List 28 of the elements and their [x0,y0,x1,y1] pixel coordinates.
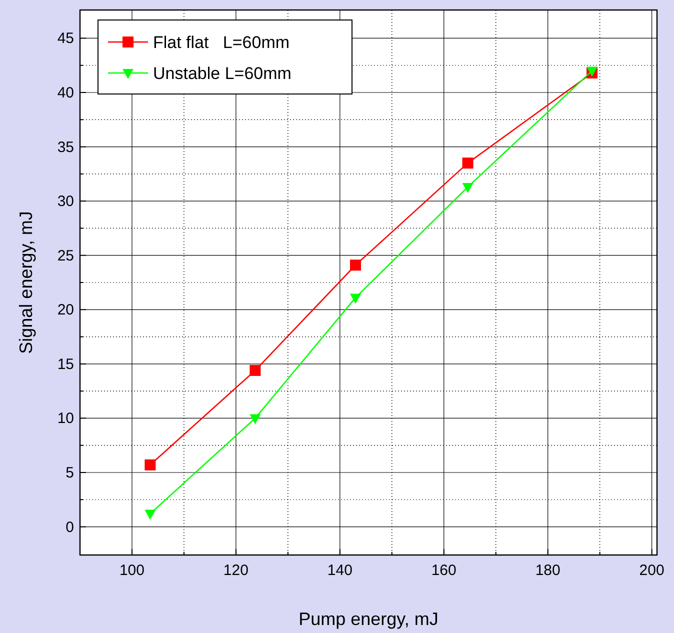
y-tick-label: 15 [57,356,74,373]
point [250,364,261,376]
x-tick-label: 100 [119,562,144,579]
point [144,510,156,520]
point [144,459,156,470]
y-tick-label: 25 [57,247,74,264]
y-tick-label: 45 [57,30,74,48]
x-tick-label: 140 [327,562,352,579]
x-tick-label: 160 [431,562,456,579]
y-axis-title: Signal energy, mJ [16,211,36,354]
y-tick-label: 10 [57,410,74,428]
point [462,158,474,169]
y-tick-label: 5 [66,464,74,482]
y-tick-label: 40 [57,84,74,102]
point [462,182,474,193]
x-tick-label: 200 [639,562,664,579]
x-tick-label: 120 [223,562,248,579]
point [350,294,362,304]
x-axis-title: Pump energy, mJ [298,609,438,629]
legend-label: Unstable L=60mm [153,64,292,83]
y-tick-label: 20 [57,302,74,319]
x-tick-label: 180 [535,562,560,579]
y-tick-label: 0 [66,518,74,536]
point [350,260,362,271]
legend-label: Flat flat L=60mm [153,33,290,52]
point [250,414,261,424]
y-tick-label: 30 [57,193,74,210]
y-tick-label: 35 [57,138,74,156]
